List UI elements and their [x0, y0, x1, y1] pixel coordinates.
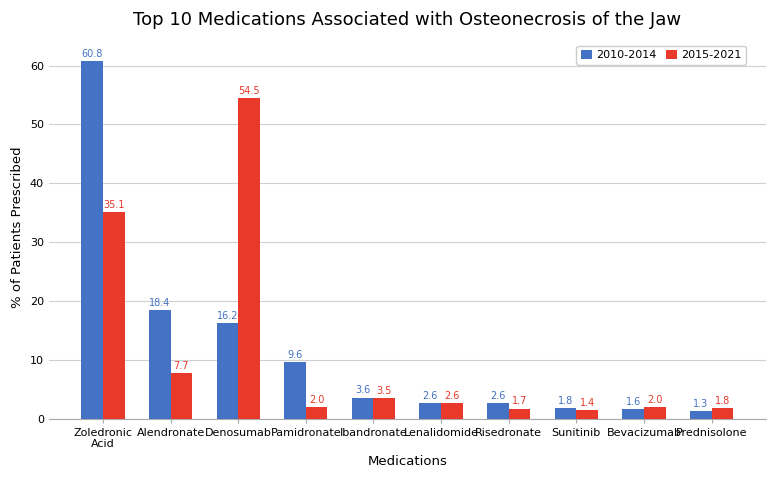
- Text: 2.6: 2.6: [444, 391, 460, 401]
- Bar: [509, 409, 531, 419]
- Text: 2.0: 2.0: [647, 395, 663, 405]
- Text: 1.4: 1.4: [580, 398, 595, 408]
- Text: 18.4: 18.4: [149, 298, 170, 308]
- Bar: [644, 407, 666, 419]
- Text: 1.8: 1.8: [715, 396, 730, 406]
- X-axis label: Medications: Medications: [368, 455, 448, 468]
- Bar: [170, 374, 192, 419]
- Text: 9.6: 9.6: [287, 350, 302, 360]
- Bar: [103, 212, 124, 419]
- Bar: [712, 408, 733, 419]
- Bar: [306, 407, 327, 419]
- Text: 2.6: 2.6: [490, 391, 506, 401]
- Bar: [622, 409, 644, 419]
- Text: 35.1: 35.1: [103, 200, 124, 210]
- Text: 1.6: 1.6: [625, 397, 641, 407]
- Text: 3.6: 3.6: [355, 385, 371, 395]
- Bar: [374, 398, 395, 419]
- Bar: [239, 98, 260, 419]
- Title: Top 10 Medications Associated with Osteonecrosis of the Jaw: Top 10 Medications Associated with Osteo…: [133, 11, 681, 29]
- Text: 54.5: 54.5: [239, 86, 260, 96]
- Text: 3.5: 3.5: [377, 386, 392, 396]
- Bar: [352, 398, 374, 419]
- Text: 2.6: 2.6: [423, 391, 438, 401]
- Bar: [690, 411, 712, 419]
- Bar: [441, 403, 463, 419]
- Bar: [577, 411, 598, 419]
- Text: 1.7: 1.7: [512, 396, 528, 406]
- Bar: [420, 403, 441, 419]
- Text: 2.0: 2.0: [309, 395, 324, 405]
- Text: 60.8: 60.8: [82, 48, 103, 58]
- Bar: [555, 408, 577, 419]
- Y-axis label: % of Patients Prescribed: % of Patients Prescribed: [11, 147, 24, 308]
- Bar: [217, 323, 239, 419]
- Text: 16.2: 16.2: [217, 311, 238, 321]
- Text: 1.8: 1.8: [558, 396, 573, 406]
- Bar: [82, 61, 103, 419]
- Bar: [284, 362, 306, 419]
- Text: 7.7: 7.7: [173, 361, 189, 371]
- Legend: 2010-2014, 2015-2021: 2010-2014, 2015-2021: [577, 46, 746, 65]
- Bar: [487, 403, 509, 419]
- Text: 1.3: 1.3: [693, 399, 709, 409]
- Bar: [149, 310, 170, 419]
